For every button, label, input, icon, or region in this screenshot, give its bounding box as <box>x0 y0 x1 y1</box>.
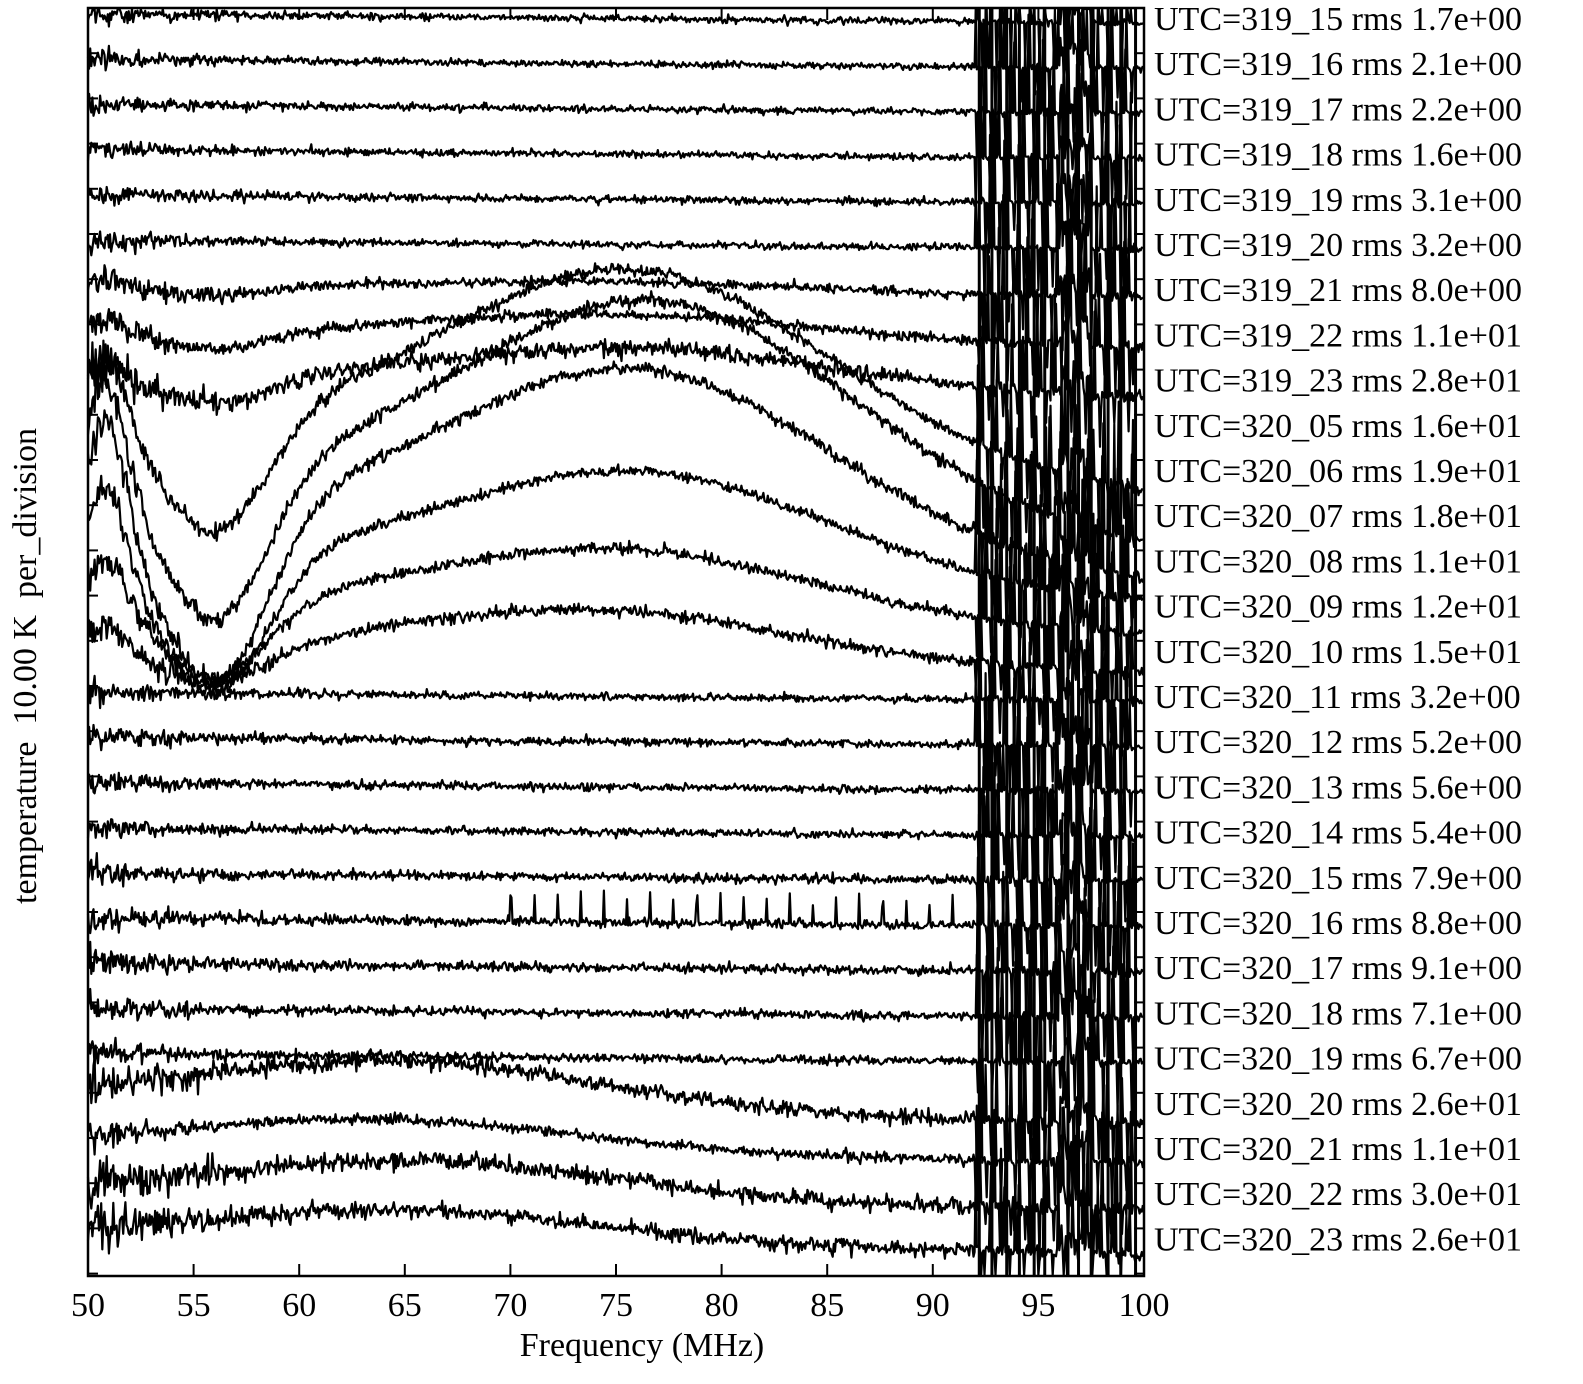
series-label: UTC=320_17 rms 9.1e+00 <box>1154 950 1522 987</box>
series-label: UTC=320_20 rms 2.6e+01 <box>1154 1086 1522 1123</box>
series-label: UTC=320_08 rms 1.1e+01 <box>1154 543 1522 580</box>
trace-line <box>86 623 1144 805</box>
trace-line <box>86 290 1144 629</box>
x-tick-label: 80 <box>705 1287 739 1324</box>
trace-line <box>86 531 1144 729</box>
trace-line <box>86 736 1144 940</box>
trace-line <box>86 887 1144 1076</box>
series-label: UTC=319_18 rms 1.6e+00 <box>1154 137 1522 174</box>
trace-line <box>86 478 1144 688</box>
x-tick-label: 70 <box>493 1287 527 1324</box>
x-tick-label: 50 <box>71 1287 105 1324</box>
trace-line <box>86 133 1144 305</box>
series-label: UTC=320_09 rms 1.2e+01 <box>1154 589 1522 626</box>
series-label: UTC=319_17 rms 2.2e+00 <box>1154 91 1522 128</box>
series-label: UTC=320_12 rms 5.2e+00 <box>1154 724 1522 761</box>
series-label: UTC=319_22 rms 1.1e+01 <box>1154 317 1522 354</box>
series-label: UTC=320_18 rms 7.1e+00 <box>1154 995 1522 1032</box>
trace-line <box>87 553 1144 757</box>
series-label: UTC=319_15 rms 1.7e+00 <box>1154 1 1522 38</box>
y-tick-group <box>88 7 1144 1275</box>
trace-line <box>86 463 1144 700</box>
y-axis-title: temperature 10.00 K per_division <box>7 428 44 904</box>
series-label: UTC=320_06 rms 1.9e+01 <box>1154 453 1522 490</box>
x-tick-label: 55 <box>177 1287 211 1324</box>
trace-line <box>86 27 1144 212</box>
series-label: UTC=319_16 rms 2.1e+00 <box>1154 46 1522 83</box>
series-label: UTC=320_05 rms 1.6e+01 <box>1154 408 1522 445</box>
trace-line <box>87 1048 1144 1213</box>
x-tick-label: 85 <box>810 1287 844 1324</box>
trace-line <box>86 360 1144 690</box>
trace-line <box>87 226 1144 396</box>
trace-line <box>86 1137 1144 1277</box>
trace-line <box>86 7 1144 168</box>
series-label: UTC=320_19 rms 6.7e+00 <box>1154 1041 1522 1078</box>
x-tick-group: 50 55 60 65 70 75 80 85 90 95 100 <box>71 8 1170 1324</box>
trace-line <box>86 672 1144 846</box>
x-tick-label: 90 <box>916 1287 950 1324</box>
x-tick-label: 100 <box>1119 1287 1170 1324</box>
trace-line <box>86 999 1144 1168</box>
trace-line <box>86 278 1144 448</box>
trace-line <box>86 182 1144 352</box>
trace-line <box>86 716 1144 895</box>
trace-line <box>86 833 1144 1025</box>
x-axis-title: Frequency (MHz) <box>520 1327 765 1364</box>
series-label: UTC=319_21 rms 8.0e+00 <box>1154 272 1522 309</box>
series-label: UTC=320_16 rms 8.8e+00 <box>1154 905 1522 942</box>
trace-group <box>86 7 1144 1277</box>
x-tick-label: 95 <box>1021 1287 1055 1324</box>
x-tick-label: 65 <box>388 1287 422 1324</box>
trace-line <box>86 923 1144 1122</box>
x-tick-label: 75 <box>599 1287 633 1324</box>
trace-line <box>86 806 1144 979</box>
series-label-group: UTC=319_15 rms 1.7e+00 UTC=319_16 rms 2.1… <box>1154 1 1522 1258</box>
series-label: UTC=319_19 rms 3.1e+00 <box>1154 182 1522 219</box>
series-label: UTC=320_07 rms 1.8e+01 <box>1154 498 1522 535</box>
series-label: UTC=320_23 rms 2.6e+01 <box>1154 1221 1522 1258</box>
series-label: UTC=320_15 rms 7.9e+00 <box>1154 860 1522 897</box>
trace-line <box>86 1099 1144 1261</box>
series-label: UTC=319_23 rms 2.8e+01 <box>1154 363 1522 400</box>
series-label: UTC=319_20 rms 3.2e+00 <box>1154 227 1522 264</box>
series-label: UTC=320_10 rms 1.5e+01 <box>1154 634 1522 671</box>
series-label: UTC=320_22 rms 3.0e+01 <box>1154 1176 1522 1213</box>
series-label: UTC=320_11 rms 3.2e+00 <box>1154 679 1521 716</box>
series-label: UTC=320_21 rms 1.1e+01 <box>1154 1131 1522 1168</box>
series-label: UTC=320_14 rms 5.4e+00 <box>1154 815 1522 852</box>
trace-line <box>87 63 1144 258</box>
series-label: UTC=320_13 rms 5.6e+00 <box>1154 769 1522 806</box>
x-tick-label: 60 <box>282 1287 316 1324</box>
trace-line <box>86 7 1144 124</box>
trace-line <box>86 262 1143 542</box>
